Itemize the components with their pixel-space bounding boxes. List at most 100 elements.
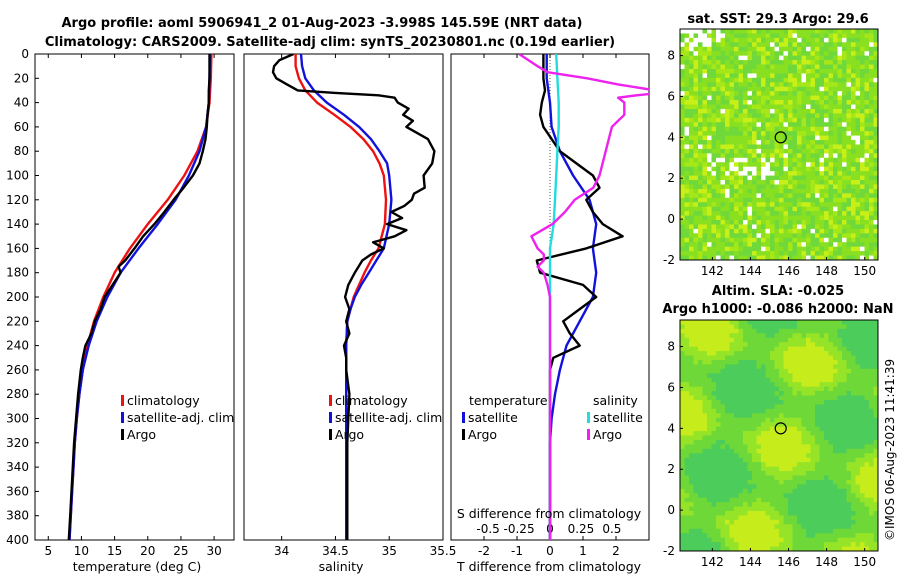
sst-map-cell [797, 180, 803, 186]
sla-map-cell [873, 439, 878, 445]
sla-map-cell [792, 337, 798, 343]
sst-map-cell [702, 113, 708, 119]
sla-map-cell [851, 333, 857, 339]
sst-map-cell [702, 33, 708, 39]
sst-map-cell [729, 86, 735, 92]
sla-map-cell [792, 386, 798, 392]
sst-map-cell [779, 171, 785, 177]
sla-map-cell [716, 346, 722, 352]
sla-map-cell [680, 515, 686, 521]
sla-map-cell [756, 479, 762, 485]
sla-map-cell [738, 404, 744, 410]
sla-map-cell [752, 359, 758, 366]
sla-map-cell [752, 328, 758, 334]
sst-map-cell [725, 29, 731, 35]
sst-map-cell [860, 46, 866, 52]
sla-map-cell [837, 373, 843, 379]
sst-map-cell [770, 224, 776, 230]
sla-map-cell [864, 431, 870, 437]
sst-map-cell [779, 220, 785, 226]
sla-map-cell [797, 444, 803, 450]
sst-map-cell [833, 117, 839, 123]
sst-map-cell [851, 82, 857, 88]
sst-map-cell [783, 117, 789, 123]
sla-map-cell [806, 528, 812, 534]
sst-map-cell [869, 255, 875, 260]
sla-map-cell [873, 479, 878, 485]
sla-map-cell [770, 444, 776, 450]
sla-map-cell [815, 404, 821, 410]
sst-map-cell [815, 77, 821, 83]
sst-map-cell [833, 131, 839, 137]
sla-map-cell [765, 524, 771, 530]
sla-map-cell [779, 426, 785, 432]
sla-map-cell [720, 528, 726, 534]
sla-map-cell [828, 511, 834, 517]
sla-map-cell [761, 324, 767, 330]
sst-map-cell [860, 193, 866, 199]
sla-map-cell [824, 417, 830, 423]
sst-map-cell [680, 184, 686, 190]
sla-map-cell [842, 368, 848, 374]
salinity-panel: 34 34.5 35 35.5 salinity climatologysatelli… [243, 53, 456, 574]
sla-map-cell [873, 502, 878, 508]
sst-map-cell [693, 46, 699, 52]
sst-map-cell [756, 211, 762, 217]
sst-map-cell [702, 64, 708, 70]
sla-map-cell [801, 417, 807, 423]
sla-map-cell [702, 391, 708, 397]
sst-map-cell [738, 153, 744, 159]
sst-map-cell [734, 162, 740, 168]
sst-map-cell [860, 140, 866, 146]
sla-map-cell [837, 422, 843, 428]
sst-map-cell [815, 117, 821, 123]
sla-map-cell [756, 448, 762, 454]
sla-map-cell [693, 511, 699, 517]
sla-map-cell [855, 484, 861, 490]
sst-map-cell [711, 140, 717, 146]
sla-map-cell [860, 435, 866, 441]
sla-map-cell [783, 408, 789, 414]
sst-map-cell [765, 144, 771, 150]
sla-map-cell [837, 404, 843, 410]
sst-map-cell [693, 73, 699, 79]
sst-map-cell [801, 148, 807, 154]
sst-map-cell [815, 153, 821, 159]
sla-map-cell [752, 355, 758, 361]
sst-map-cell [797, 73, 803, 79]
sla-map-cell [824, 399, 830, 406]
sla-map-cell [864, 471, 870, 477]
sla-map-cell [860, 471, 866, 477]
sst-map-cell [756, 95, 762, 101]
sst-map-cell [833, 237, 839, 243]
sla-map-cell [810, 337, 816, 343]
sst-map-cell [846, 193, 852, 199]
sla-map-cell [824, 382, 830, 388]
sla-map-cell [680, 364, 686, 370]
sla-map-cell [761, 488, 767, 494]
sla-map-cell [801, 320, 807, 326]
sst-map-cell [707, 95, 713, 101]
sla-map-cell [747, 377, 753, 383]
sst-map-cell [761, 211, 767, 217]
sst-map-cell [824, 233, 830, 239]
sst-map-cell [756, 246, 762, 252]
sst-map-cell [864, 193, 870, 199]
sst-map-cell [819, 246, 825, 252]
sla-map-cell [734, 488, 740, 494]
sst-map-cell [779, 104, 785, 110]
sst-map-cell [747, 211, 753, 217]
sla-map-cell [779, 386, 785, 392]
sst-map-cell [702, 117, 708, 123]
sla-map-cell [833, 431, 839, 437]
sst-map-cell [855, 82, 861, 88]
sst-map-cell [707, 228, 713, 234]
sla-map-cell [711, 439, 717, 445]
sla-map-cell [707, 413, 713, 419]
sla-map-cell [725, 537, 731, 543]
sla-map-cell [689, 413, 695, 419]
sla-map-cell [846, 471, 852, 477]
sst-map-cell [725, 148, 731, 154]
sst-map-cell [824, 46, 830, 52]
sla-map-cell [743, 546, 749, 551]
